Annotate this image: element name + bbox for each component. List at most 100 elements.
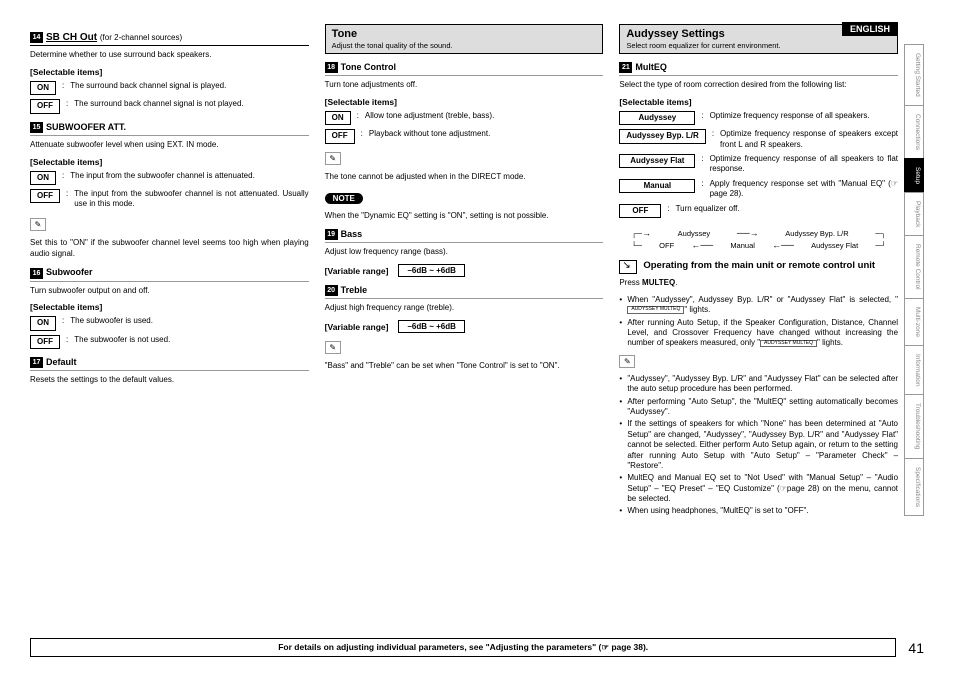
heading-sub: 16Subwoofer: [30, 267, 309, 281]
treble-p: "Bass" and "Treble" can be set when "Ton…: [325, 361, 604, 372]
bullet-1: When "Audyssey", Audyssey Byp. L/R" or "…: [619, 295, 898, 316]
desc-bass: Adjust low frequency range (bass).: [325, 247, 604, 258]
note-subatt: Set this to "ON" if the subwoofer channe…: [30, 238, 309, 260]
var-bass: –6dB ~ +6dB: [398, 264, 464, 277]
sel-subatt: [Selectable items]: [30, 157, 309, 167]
heading-bass: 19Bass: [325, 229, 604, 243]
title-sub: Subwoofer: [46, 267, 93, 277]
sel-multeq: [Selectable items]: [619, 97, 898, 107]
opt-off-text-2: The input from the subwoofer channel is …: [74, 189, 308, 210]
opt-on-text-4: Allow tone adjustment (treble, bass).: [365, 111, 603, 121]
desc-subatt: Attenuate subwoofer level when using EXT…: [30, 140, 309, 151]
num-21: 21: [619, 62, 632, 73]
cycle-flat: Audyssey Flat: [811, 241, 858, 250]
num-20: 20: [325, 285, 338, 296]
opt-flat: Audyssey Flat: [619, 154, 695, 168]
opt-man: Manual: [619, 179, 695, 193]
num-19: 19: [325, 229, 338, 240]
pencil-icon: ✎: [30, 218, 46, 231]
note-1: "Audyssey", "Audyssey Byp. L/R" and "Aud…: [619, 374, 898, 395]
heading-subatt: 15SUBWOOFER ATT.: [30, 122, 309, 136]
heading-default: 17Default: [30, 357, 309, 371]
opt-off-text-4: Playback without tone adjustment.: [369, 129, 603, 139]
opt-off-4: OFF: [325, 129, 355, 143]
sel-sub: [Selectable items]: [30, 302, 309, 312]
note-pill: NOTE: [325, 193, 363, 204]
heading-sbchout: 14SB CH Out (for 2-channel sources): [30, 32, 309, 46]
num-17: 17: [30, 357, 43, 368]
section-tone: Tone Adjust the tonal quality of the sou…: [325, 24, 604, 54]
audyssey-logo-icon: AUDYSSEY MULTEQ: [627, 306, 684, 314]
note-5: When using headphones, "MultEQ" is set t…: [619, 506, 898, 516]
cycle-byp: Audyssey Byp. L/R: [785, 229, 848, 238]
tab-troubleshooting[interactable]: Troubleshooting: [904, 394, 924, 457]
pencil-icon-4: ✎: [619, 355, 635, 368]
page-number: 41: [908, 640, 924, 656]
op-title: Operating from the main unit or remote c…: [643, 260, 875, 272]
aud-sub: Select room equalizer for current enviro…: [626, 41, 891, 50]
language-badge: ENGLISH: [842, 22, 898, 36]
tab-multizone[interactable]: Multi-zone: [904, 298, 924, 345]
opt-on-4: ON: [325, 111, 351, 125]
opt-off: OFF: [30, 99, 60, 113]
sel-sbchout: [Selectable items]: [30, 67, 309, 77]
desc-sub: Turn subwoofer output on and off.: [30, 286, 309, 297]
desc-treble: Adjust high frequency range (treble).: [325, 303, 604, 314]
opt-on: ON: [30, 81, 56, 95]
title-tonectrl: Tone Control: [341, 62, 396, 72]
sub-sbchout: (for 2-channel sources): [100, 33, 182, 42]
tone-sub: Adjust the tonal quality of the sound.: [332, 41, 597, 50]
opt-on-3: ON: [30, 316, 56, 330]
column-2: Tone Adjust the tonal quality of the sou…: [325, 24, 604, 519]
heading-treble: 20Treble: [325, 285, 604, 299]
opt-off-2: OFF: [30, 189, 60, 203]
heading-multeq: 21MultEQ: [619, 62, 898, 76]
operating-heading: Operating from the main unit or remote c…: [619, 260, 898, 274]
cycle-diagram: ┌─→Audyssey──→Audyssey Byp. L/R─┐ └─OFF←…: [619, 228, 898, 250]
tone-title: Tone: [332, 28, 597, 40]
tab-information[interactable]: Information: [904, 345, 924, 395]
opt-aud-t: Optimize frequency response of all speak…: [710, 111, 898, 121]
tab-getting-started[interactable]: Getting Started: [904, 44, 924, 105]
bullet-2: After running Auto Setup, if the Speaker…: [619, 318, 898, 349]
cycle-aud: Audyssey: [678, 229, 711, 238]
opt-off-t-5: Turn equalizer off.: [676, 204, 898, 214]
desc-default: Resets the settings to the default value…: [30, 375, 309, 386]
title-bass: Bass: [341, 229, 363, 239]
tab-remote[interactable]: Remote Control: [904, 235, 924, 298]
tone-p: The tone cannot be adjusted when in the …: [325, 172, 604, 183]
opt-byp-t: Optimize frequency response of speakers …: [720, 129, 898, 150]
opt-aud: Audyssey: [619, 111, 695, 125]
title-subatt: SUBWOOFER ATT.: [46, 122, 126, 132]
pencil-icon-3: ✎: [325, 341, 341, 354]
opt-on-2: ON: [30, 171, 56, 185]
note-4: MultEQ and Manual EQ set to "Not Used" w…: [619, 473, 898, 504]
pencil-icon-2: ✎: [325, 152, 341, 165]
footer: For details on adjusting individual para…: [30, 638, 924, 657]
num-15: 15: [30, 122, 43, 133]
side-tabs: Getting Started Connections Setup Playba…: [904, 44, 924, 516]
opt-byp: Audyssey Byp. L/R: [619, 129, 705, 143]
column-3: Audyssey Settings Select room equalizer …: [619, 24, 898, 519]
title-sbchout: SB CH Out: [46, 32, 97, 43]
cycle-off: OFF: [659, 241, 674, 250]
desc-multeq: Select the type of room correction desir…: [619, 80, 898, 91]
tab-playback[interactable]: Playback: [904, 192, 924, 235]
tab-specifications[interactable]: Specifications: [904, 458, 924, 516]
tab-connections[interactable]: Connections: [904, 105, 924, 158]
heading-tonectrl: 18Tone Control: [325, 62, 604, 76]
note-3: If the settings of speakers for which "N…: [619, 419, 898, 471]
opt-on-text-3: The subwoofer is used.: [70, 316, 308, 326]
footer-text: For details on adjusting individual para…: [30, 638, 896, 657]
var-lbl-bass: [Variable range]: [325, 266, 389, 276]
num-18: 18: [325, 62, 338, 73]
desc-tonectrl: Turn tone adjustments off.: [325, 80, 604, 91]
opt-off-5: OFF: [619, 204, 661, 218]
var-treble: –6dB ~ +6dB: [398, 320, 464, 333]
opt-on-text: The surround back channel signal is play…: [70, 81, 308, 91]
tab-setup[interactable]: Setup: [904, 158, 924, 192]
audyssey-logo-icon-2: AUDYSSEY MULTEQ: [760, 340, 817, 348]
note-2: After performing "Auto Setup", the "Mult…: [619, 397, 898, 418]
desc-sbchout: Determine whether to use surround back s…: [30, 50, 309, 61]
num-16: 16: [30, 268, 43, 279]
